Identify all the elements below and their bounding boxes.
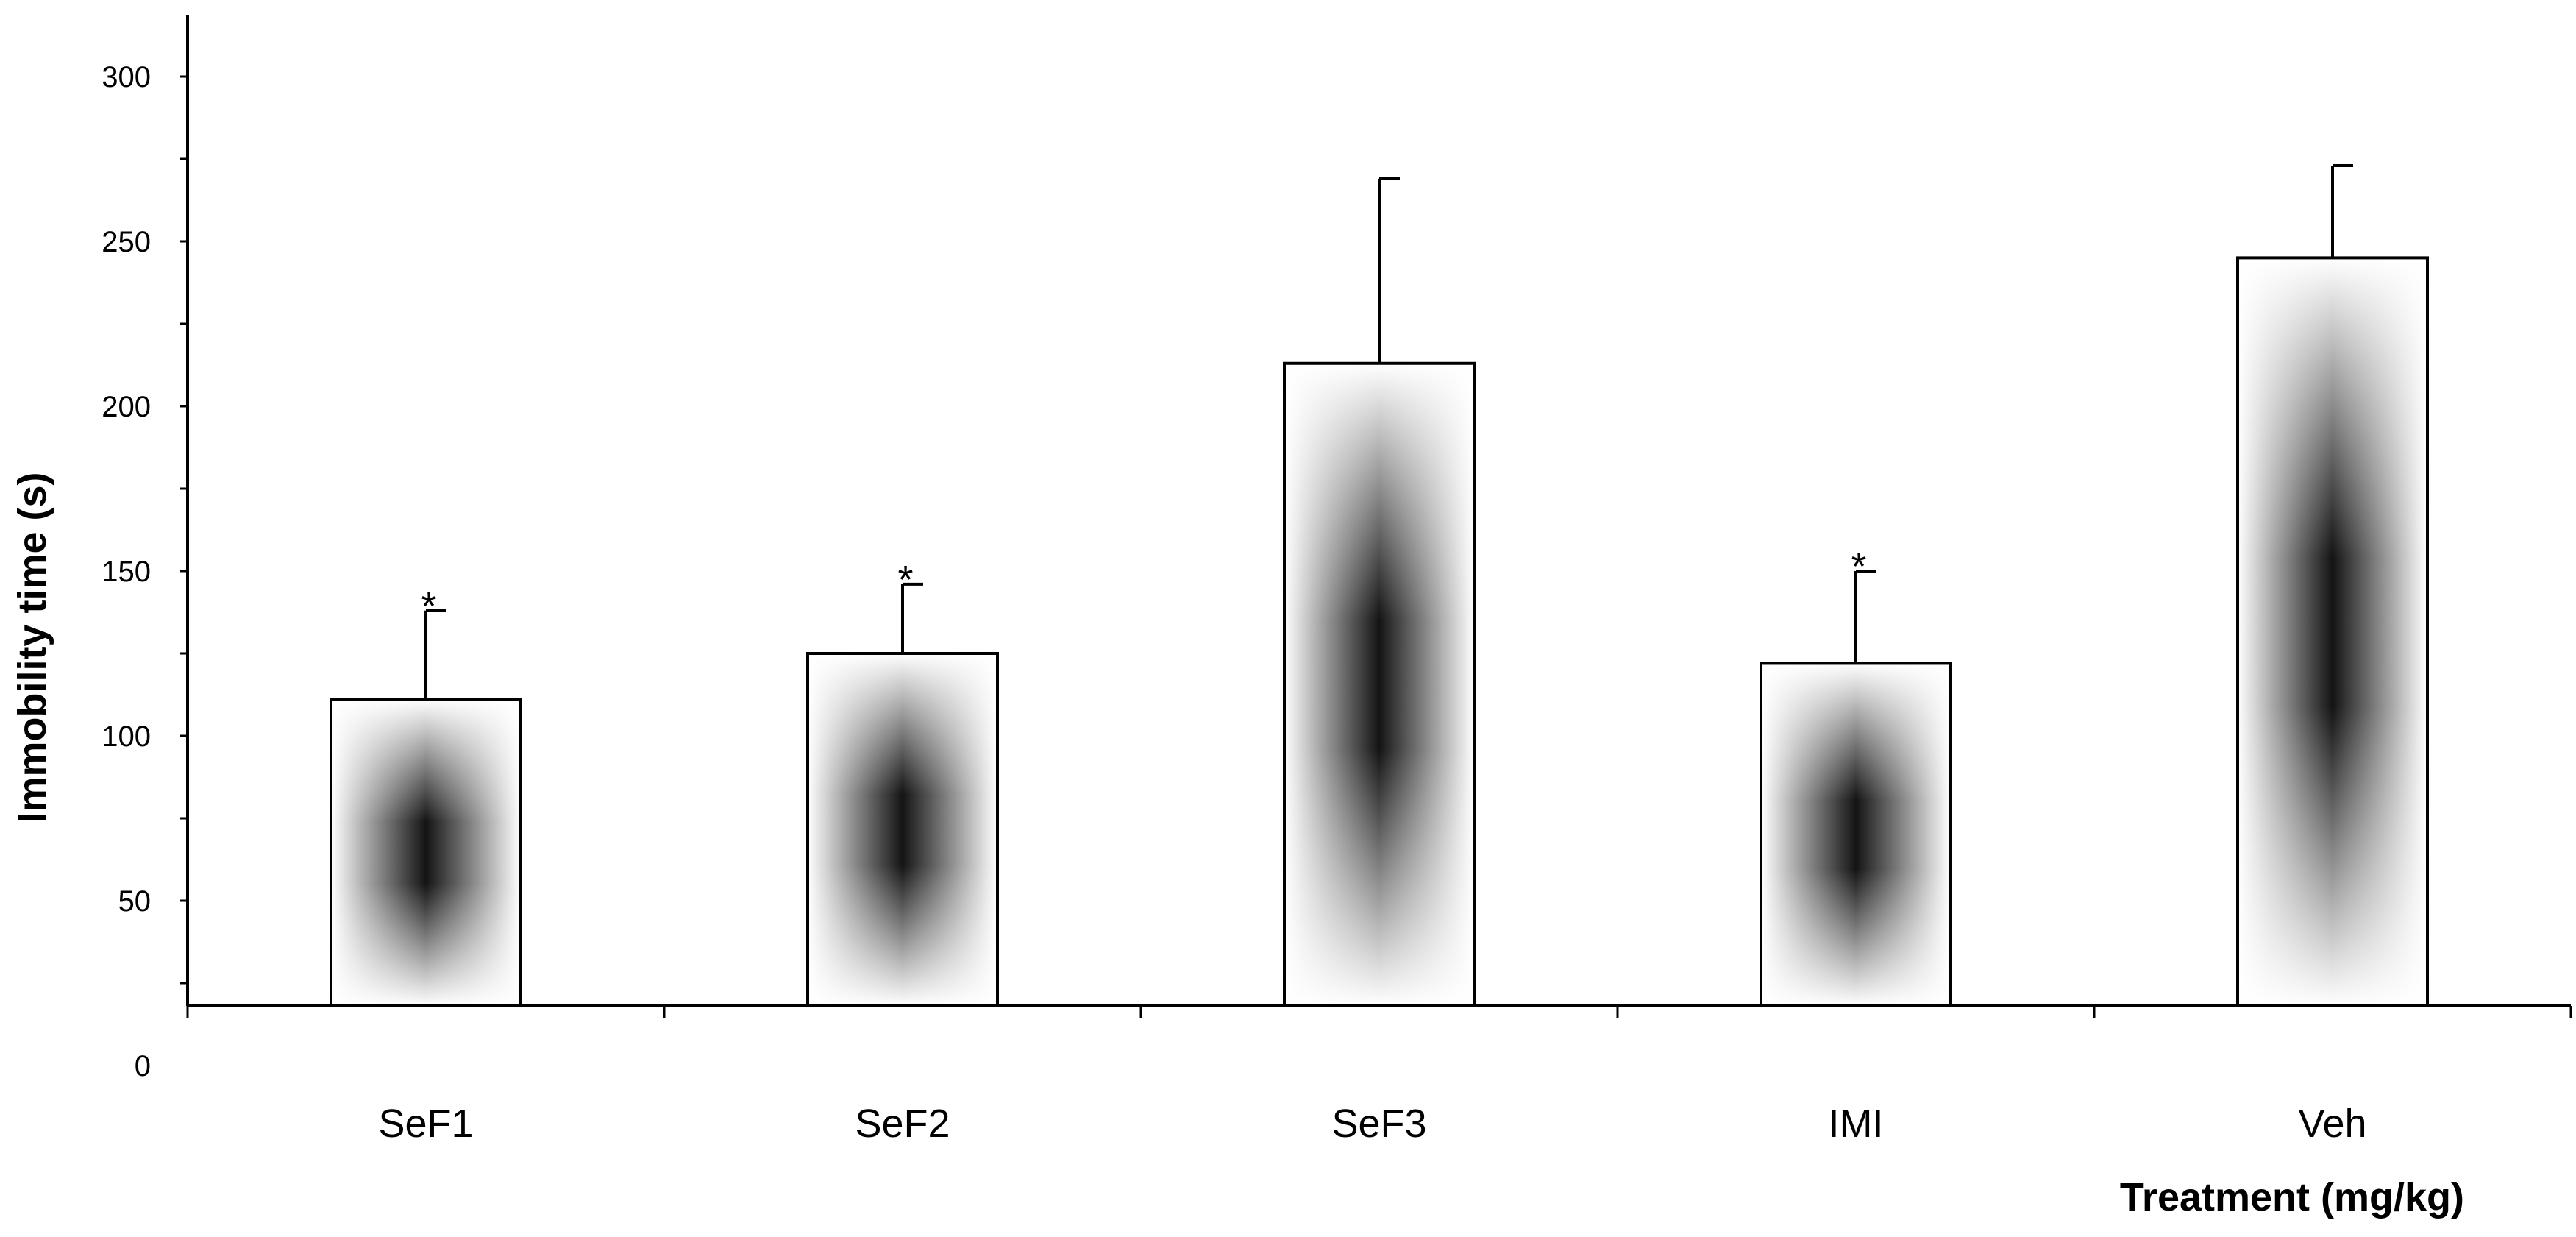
bar-fade xyxy=(2238,258,2427,1006)
bar-sef3 xyxy=(1283,361,1476,1007)
x-tick-label: IMI xyxy=(1829,1102,1884,1146)
y-tick-label: 200 xyxy=(102,391,151,423)
bar-fade xyxy=(331,699,521,1006)
bar-fade xyxy=(1284,363,1474,1006)
bars-layer xyxy=(330,256,2429,1007)
axes-layer xyxy=(180,15,2572,1018)
y-tick-label: 250 xyxy=(102,226,151,258)
x-tick-label: Veh xyxy=(2298,1102,2366,1146)
y-tick-label: 100 xyxy=(102,720,151,753)
bar-fade xyxy=(808,653,997,1006)
y-tick-label: 0 xyxy=(135,1050,151,1082)
x-tick-label: SeF1 xyxy=(378,1102,473,1146)
y-tick-label: 50 xyxy=(118,885,152,918)
bar-sef2 xyxy=(806,652,999,1007)
error-bars-layer xyxy=(424,163,2353,700)
significance-mark: * xyxy=(897,558,913,602)
x-tick-label: SeF2 xyxy=(855,1102,950,1146)
y-tick-label: 300 xyxy=(102,61,151,93)
labels-layer: 0 50 100 150 200 250 300 * SeF1 * SeF2 SeF3 * IMI Veh xyxy=(102,61,2366,1146)
bar-veh xyxy=(2236,256,2429,1007)
significance-mark: * xyxy=(421,584,436,628)
bar-sef1 xyxy=(330,698,522,1007)
significance-mark: * xyxy=(1851,545,1866,589)
bar-imi xyxy=(1760,662,1952,1007)
bar-fade xyxy=(1761,663,1951,1006)
y-tick-label: 150 xyxy=(102,556,151,588)
y-axis-title: Immobility time (s) xyxy=(10,472,54,823)
x-tick-label: SeF3 xyxy=(1331,1102,1426,1146)
x-axis-title: Treatment (mg/kg) xyxy=(2120,1175,2464,1219)
